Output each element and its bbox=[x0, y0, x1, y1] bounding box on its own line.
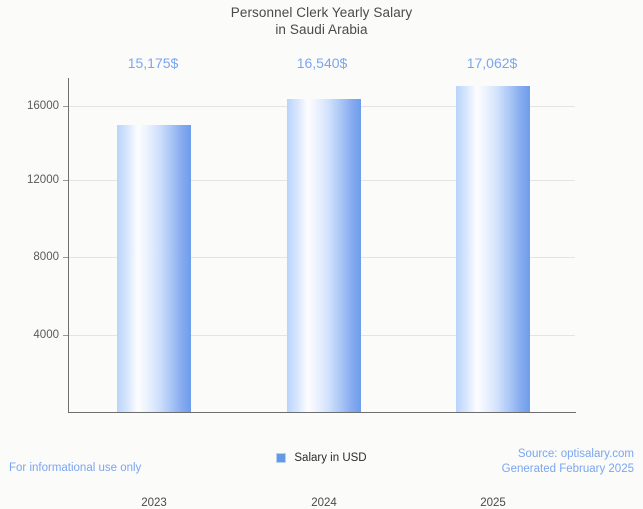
y-tick-label-16000: 16000 bbox=[27, 100, 59, 112]
y-tick-label-8000: 8000 bbox=[33, 251, 59, 263]
bar-2024[interactable] bbox=[287, 99, 361, 412]
y-tick-label-12000: 12000 bbox=[27, 174, 59, 186]
chart-title-line-1: Personnel Clerk Yearly Salary bbox=[230, 5, 413, 20]
x-tick-label-2023: 2023 bbox=[141, 497, 167, 509]
bar-2023[interactable] bbox=[117, 125, 191, 412]
bar-2025[interactable] bbox=[456, 86, 530, 412]
y-tickmark-12000 bbox=[63, 180, 68, 181]
chart-title: Personnel Clerk Yearly Salary in Saudi A… bbox=[0, 4, 643, 38]
bar-chart: Personnel Clerk Yearly Salary in Saudi A… bbox=[0, 4, 643, 509]
y-tickmark-8000 bbox=[63, 257, 68, 258]
x-tick-label-2024: 2024 bbox=[311, 497, 337, 509]
value-label-2024: 16,540$ bbox=[296, 55, 348, 71]
disclaimer-text: For informational use only bbox=[9, 462, 142, 474]
y-tick-label-4000: 4000 bbox=[33, 329, 59, 341]
chart-legend: Salary in USD bbox=[0, 452, 643, 464]
x-axis-line bbox=[68, 412, 576, 413]
plot-area: 16000 12000 8000 4000 2023 2024 2025 bbox=[27, 78, 576, 509]
x-tick-label-2025: 2025 bbox=[480, 497, 506, 509]
generated-date-text: Generated February 2025 bbox=[501, 463, 634, 475]
source-text: Source: optisalary.com bbox=[517, 448, 634, 460]
source-block: Source: optisalary.com Generated Februar… bbox=[502, 447, 634, 477]
y-tickmark-16000 bbox=[63, 106, 68, 107]
y-axis-line bbox=[68, 78, 69, 412]
chart-title-line-2: in Saudi Arabia bbox=[275, 22, 368, 37]
square-marker-icon bbox=[276, 453, 287, 463]
legend-item-salary-in-usd[interactable]: Salary in USD bbox=[294, 452, 367, 464]
y-tickmark-4000 bbox=[63, 335, 68, 336]
value-label-2023: 15,175$ bbox=[127, 55, 179, 71]
value-label-2025: 17,062$ bbox=[466, 55, 518, 71]
